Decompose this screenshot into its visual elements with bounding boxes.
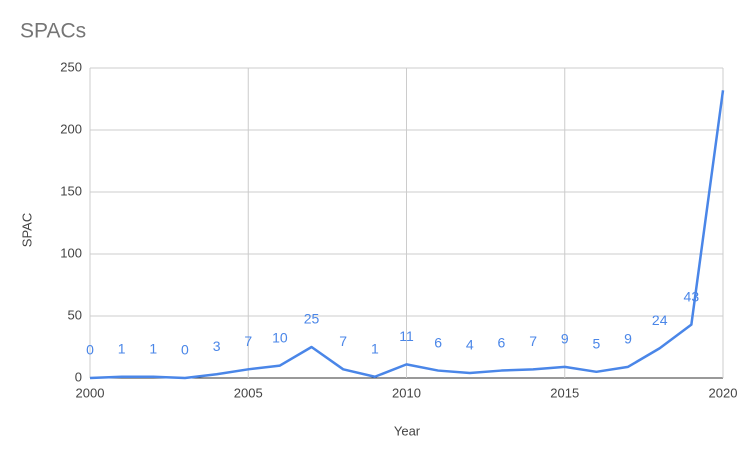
y-tick-label: 250 — [60, 59, 82, 74]
y-tick-label: 0 — [75, 369, 82, 384]
data-label: 7 — [529, 333, 537, 349]
y-axis-label: SPAC — [19, 213, 34, 247]
y-tick-label: 150 — [60, 183, 82, 198]
data-label: 7 — [244, 333, 252, 349]
data-label: 10 — [272, 329, 288, 345]
data-label: 1 — [118, 340, 126, 356]
data-label: 3 — [213, 338, 221, 354]
data-label: 0 — [86, 342, 94, 358]
y-tick-label: 200 — [60, 121, 82, 136]
line — [89, 90, 725, 380]
data-label: 6 — [498, 334, 506, 350]
x-tick-label: 2010 — [392, 385, 421, 400]
data-label: 9 — [561, 331, 569, 347]
data-label: 43 — [684, 288, 700, 304]
data-label: 11 — [399, 328, 414, 344]
x-axis-label: Year — [394, 423, 421, 438]
y-tick-label: 50 — [68, 307, 82, 322]
data-label: 24 — [652, 312, 668, 328]
data-label: 7 — [339, 333, 347, 349]
data-label: 9 — [624, 331, 632, 347]
x-tick-label: 2000 — [76, 385, 105, 400]
data-label: 4 — [466, 337, 474, 353]
chart-title: SPACs — [20, 20, 86, 43]
y-tick-label: 100 — [60, 245, 82, 260]
data-label: 1 — [149, 340, 157, 356]
data-label: 1 — [371, 340, 379, 356]
x-tick-label: 2015 — [550, 385, 579, 400]
data-label: 25 — [304, 311, 320, 327]
data-label: 0 — [181, 342, 189, 358]
x-tick-label: 2020 — [709, 385, 738, 400]
x-tick-label: 2005 — [234, 385, 263, 400]
data-label: 6 — [434, 334, 442, 350]
data-label: 5 — [593, 336, 601, 352]
